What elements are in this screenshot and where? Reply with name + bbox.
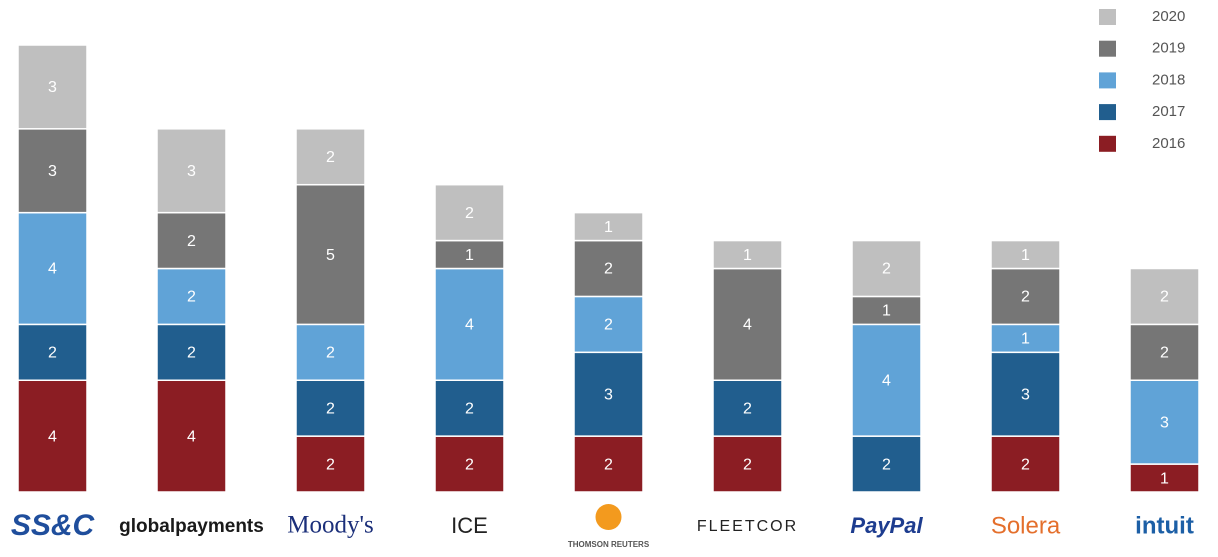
data-label: 1 — [743, 247, 752, 264]
category-label: PayPal — [850, 513, 923, 538]
data-label: 2 — [48, 345, 57, 362]
bar-segment — [712, 267, 783, 381]
data-label: 4 — [882, 372, 891, 389]
data-label: 2 — [1160, 289, 1169, 306]
data-label: 2 — [187, 345, 196, 362]
bar-segment — [156, 128, 227, 214]
bar-segment — [1129, 267, 1200, 326]
bar-segment — [434, 379, 505, 437]
bar-segment — [295, 323, 366, 381]
data-label: 4 — [48, 428, 57, 445]
legend-swatch — [1099, 72, 1116, 89]
data-label: 2 — [882, 261, 891, 278]
category-label: THOMSON REUTERS — [568, 540, 650, 549]
data-label: 2 — [465, 400, 474, 417]
data-label: 4 — [743, 317, 752, 334]
legend-swatch — [1099, 135, 1116, 152]
legend-swatch — [1099, 104, 1116, 121]
data-label: 2 — [604, 317, 613, 334]
legend-label: 2019 — [1152, 40, 1185, 57]
data-label: 1 — [1160, 470, 1169, 487]
category-label: ICE — [451, 513, 488, 538]
bar-segment — [434, 267, 505, 381]
bar-segment — [295, 435, 366, 493]
bar-segment — [17, 323, 88, 381]
bar-segment — [712, 239, 783, 270]
data-label: 3 — [48, 163, 57, 180]
bar-segment — [434, 435, 505, 493]
legend-label: 2016 — [1152, 135, 1185, 152]
data-label: 3 — [1160, 414, 1169, 431]
legend-label: 2020 — [1152, 8, 1185, 25]
bar-segment — [1129, 323, 1200, 381]
data-label: 2 — [1021, 456, 1030, 473]
data-label: 2 — [882, 456, 891, 473]
category-label: SS&C — [11, 509, 96, 542]
bar-segment — [990, 351, 1061, 437]
category-label: globalpayments — [119, 516, 264, 537]
bar-segment — [573, 211, 644, 242]
bar-segment — [712, 379, 783, 437]
data-label: 2 — [187, 233, 196, 250]
bar-segment — [712, 435, 783, 493]
data-label: 4 — [187, 428, 196, 445]
data-label: 1 — [1021, 247, 1030, 264]
category-label: FLEETCOR — [697, 518, 798, 535]
bar-segment — [295, 128, 366, 186]
data-label: 2 — [326, 149, 335, 166]
logo-icon — [595, 504, 622, 530]
bar-segment — [17, 379, 88, 493]
data-label: 4 — [48, 261, 57, 278]
data-label: 3 — [1021, 386, 1030, 403]
data-label: 1 — [1021, 331, 1030, 348]
data-label: 5 — [326, 247, 335, 264]
data-label: 2 — [465, 456, 474, 473]
bar-segment — [573, 435, 644, 493]
data-label: 2 — [1160, 345, 1169, 362]
data-label: 3 — [187, 163, 196, 180]
category-label: Moody's — [287, 512, 373, 539]
data-label: 3 — [48, 79, 57, 96]
data-label: 1 — [882, 303, 891, 320]
data-label: 2 — [604, 261, 613, 278]
data-label: 1 — [465, 247, 474, 264]
bar-segment — [156, 323, 227, 381]
data-label: 2 — [326, 456, 335, 473]
bar-segment — [156, 267, 227, 326]
category-label: intuit — [1135, 512, 1194, 539]
bar-segment — [434, 183, 505, 242]
bar-segment — [990, 323, 1061, 354]
bar-segment — [573, 239, 644, 298]
data-label: 2 — [326, 345, 335, 362]
data-label: 2 — [465, 205, 474, 222]
data-label: 2 — [743, 456, 752, 473]
data-label: 2 — [326, 400, 335, 417]
bar-segment — [17, 44, 88, 130]
data-label: 2 — [187, 289, 196, 306]
legend-label: 2017 — [1152, 103, 1185, 120]
data-label: 3 — [604, 386, 613, 403]
bar-segment — [156, 211, 227, 270]
bar-segment — [851, 435, 922, 493]
bar-segment — [851, 239, 922, 298]
data-label: 4 — [465, 317, 474, 334]
bar-segment — [295, 379, 366, 437]
data-label: 2 — [743, 400, 752, 417]
bar-segment — [573, 295, 644, 354]
data-label: 2 — [1021, 289, 1030, 306]
category-label: Solera — [991, 512, 1061, 539]
data-label: 1 — [604, 219, 613, 236]
data-label: 2 — [604, 456, 613, 473]
bar-segment — [156, 379, 227, 493]
legend-swatch — [1099, 9, 1116, 25]
bar-segment — [17, 128, 88, 214]
legend-swatch — [1099, 40, 1116, 57]
legend-label: 2018 — [1152, 71, 1185, 88]
bar-segment — [990, 239, 1061, 270]
bar-segment — [990, 435, 1061, 493]
bar-segment — [851, 295, 922, 326]
bar-segment — [434, 239, 505, 270]
